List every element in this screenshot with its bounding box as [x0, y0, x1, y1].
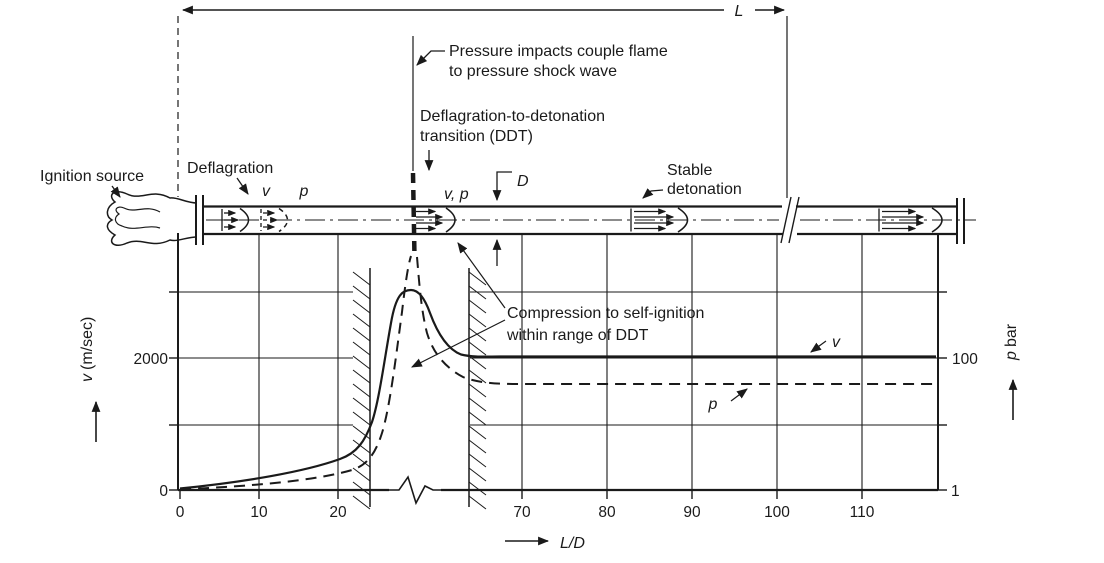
pressure-curve-leader-arrow — [730, 388, 748, 402]
velocity-curve-leader-arrow — [810, 340, 827, 353]
profile-deflagration-p — [260, 207, 289, 233]
x-tick-100: 100 — [764, 504, 790, 521]
ddt-range-band-left-hatching — [352, 271, 371, 510]
length-dimension: L — [177, 3, 788, 198]
profile-p-label: p — [299, 183, 309, 200]
gridlines — [178, 234, 938, 490]
x-axis-break-symbol — [389, 475, 441, 506]
deflagration-label: Deflagration — [187, 160, 273, 177]
ddt-range-bands — [352, 268, 487, 510]
graph-axes — [169, 233, 947, 506]
flame-icon — [106, 190, 198, 247]
diameter-arrow-top — [492, 171, 512, 202]
y-left-tick-0: 0 — [159, 483, 168, 500]
axis-titles: v (m/sec) p bar L/D — [79, 317, 1020, 552]
pressure-couple-label-line1: Pressure impacts couple flame — [449, 43, 668, 60]
velocity-curve-label: v — [832, 334, 841, 351]
deflagration-leader-arrow — [236, 177, 249, 195]
x-tick-90: 90 — [683, 504, 701, 521]
profile-stable-detonation — [630, 207, 689, 233]
stable-detonation-leader-arrow — [642, 188, 664, 199]
stable-detonation-label-line2: detonation — [667, 181, 742, 198]
compression-label-line2: within range of DDT — [506, 327, 649, 344]
x-axis-label: L/D — [560, 535, 585, 552]
ddt-label-line2: transition (DDT) — [420, 128, 533, 145]
pressure-curve-decay — [416, 256, 936, 385]
x-tick-10: 10 — [250, 504, 268, 521]
y-right-tick-100: 100 — [952, 351, 978, 368]
curves: v p — [179, 255, 936, 491]
y-left-axis-symbol: v — [79, 373, 96, 382]
ddt-label-line1: Deflagration-to-detonation — [420, 108, 605, 125]
profile-right-end — [878, 207, 943, 233]
detonation-tube — [195, 195, 976, 245]
tube-break-slash-1 — [780, 196, 792, 244]
ignition-source-label: Ignition source — [40, 168, 144, 185]
flow-profiles — [221, 207, 943, 233]
y-left-tick-2000: 2000 — [134, 351, 169, 368]
diameter-label: D — [517, 173, 529, 190]
pressure-couple-leader-arrow — [416, 50, 445, 66]
y-right-tick-1: 1 — [951, 483, 960, 500]
stable-detonation-label-line1: Stable — [667, 162, 712, 179]
compression-leader-arrow-to-profile — [457, 242, 506, 309]
axis-tick-marks — [169, 291, 947, 499]
y-right-axis-symbol: p — [1003, 351, 1020, 361]
y-right-axis-unit: bar — [1003, 323, 1020, 347]
compression-label-line1: Compression to self-ignition — [507, 305, 704, 322]
profile-v-label: v — [262, 183, 271, 200]
y-left-axis-unit: (m/sec) — [79, 317, 96, 370]
x-tick-70: 70 — [513, 504, 531, 521]
axis-tick-labels: 2000 0 100 1 0 10 20 70 80 90 100 110 — [134, 351, 979, 521]
x-tick-110: 110 — [850, 504, 875, 521]
annotations: Deflagration v p Pressure impacts couple… — [187, 36, 742, 368]
pressure-curve-label: p — [708, 396, 718, 413]
compression-leader-arrow-to-curve — [411, 319, 506, 368]
velocity-curve — [179, 288, 936, 490]
pressure-couple-label-line2: to pressure shock wave — [449, 63, 617, 80]
flame-inner-line — [114, 206, 161, 229]
vp-profile-label: v, p — [444, 186, 469, 203]
ignition-source: Ignition source — [40, 168, 198, 247]
x-tick-20: 20 — [329, 504, 347, 521]
tube-break-slash-2 — [788, 196, 800, 244]
ddt-transition-thick-dashed-line — [410, 172, 417, 258]
x-tick-80: 80 — [598, 504, 616, 521]
length-label: L — [735, 3, 744, 20]
profile-ddt-vp — [416, 207, 456, 233]
ddt-range-band-right-hatching — [468, 271, 487, 510]
x-tick-0: 0 — [176, 504, 185, 521]
pressure-curve-rise — [179, 255, 412, 491]
graph: v p 2000 0 100 1 0 10 20 70 80 90 100 11… — [79, 233, 1020, 552]
profile-deflagration-v — [221, 207, 250, 233]
